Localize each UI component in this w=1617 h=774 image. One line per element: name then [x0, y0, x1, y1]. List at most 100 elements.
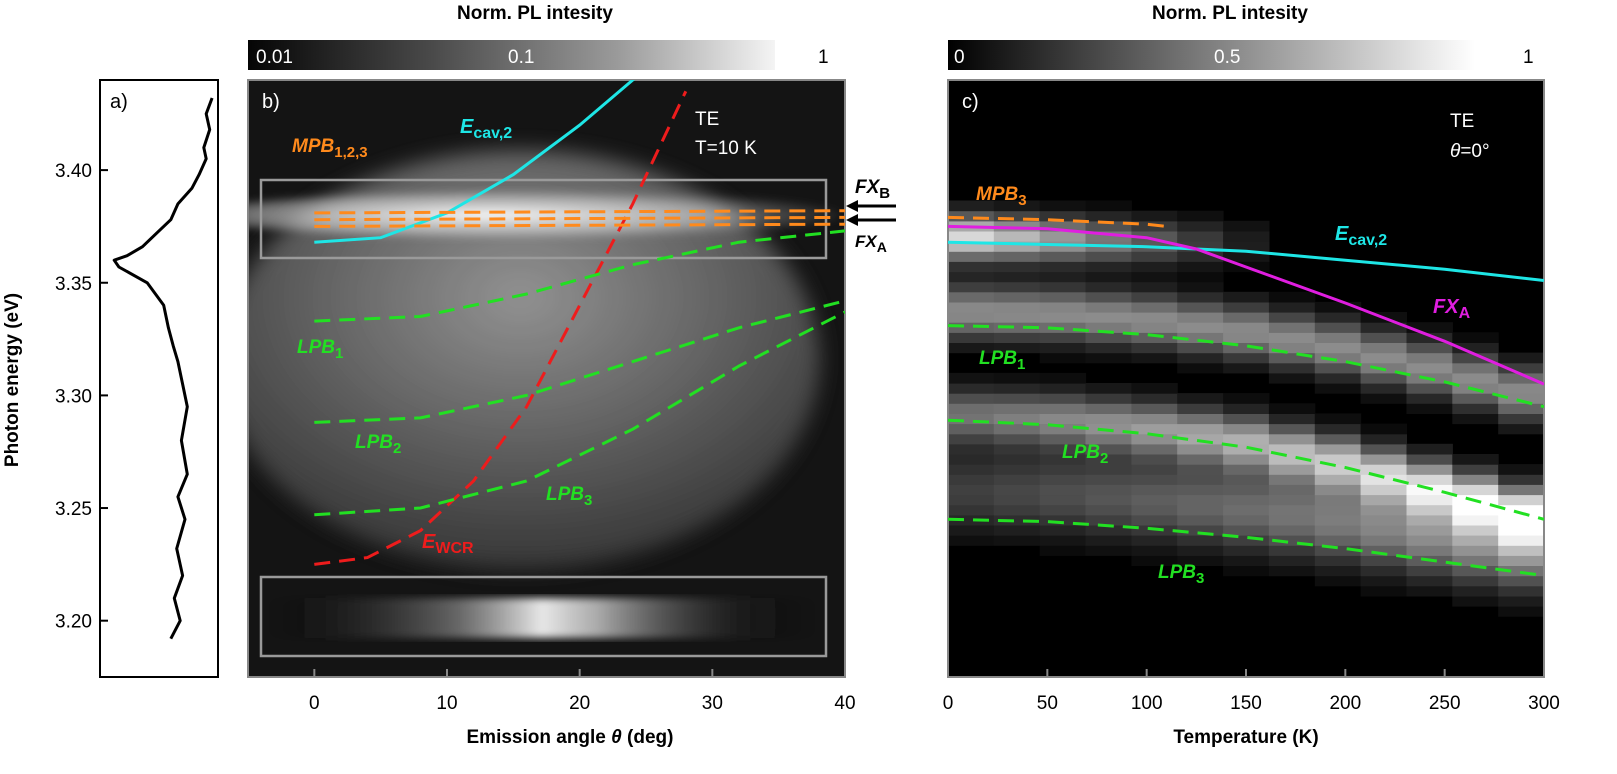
- panel-c-heatmap-cell: [1131, 403, 1178, 414]
- panel-a-y-ticks: 3.20 3.25 3.30 3.35 3.40: [55, 161, 108, 633]
- panel-c-heatmap-cell: [993, 504, 1041, 516]
- panel-c-heatmap-cell: [1314, 312, 1362, 323]
- panel-c-heatmap-cell: [1268, 312, 1316, 323]
- panel-c-heatmap-cell: [993, 332, 1041, 343]
- panel-c-heatmap-cell: [1131, 383, 1178, 394]
- panel-c-heatmap-cell: [1360, 322, 1407, 333]
- panel-c-colorbar-tick-max: 1: [1523, 47, 1534, 68]
- panel-c-heatmap-cell: [1085, 352, 1132, 364]
- panel-c-heatmap-cell: [1039, 413, 1087, 425]
- panel-c-heatmap-cell: [993, 261, 1041, 273]
- panel-c-x-tick-label: 100: [1131, 693, 1163, 714]
- panel-c-heatmap-cell: [1177, 535, 1224, 546]
- panel-c-heatmap-cell: [1314, 474, 1362, 485]
- panel-b-curve-ewcr: [314, 90, 688, 566]
- panel-c-heatmap-cell: [1131, 322, 1178, 333]
- panel-c-heatmap-cell: [1314, 524, 1362, 536]
- panel-c-heatmap-cell: [948, 504, 995, 516]
- panel-c-heatmap-cell: [1314, 545, 1362, 556]
- panel-b-arrow-fxa: [846, 214, 896, 226]
- panel-c-heatmap-cell: [1039, 200, 1087, 212]
- panel-a-y-tick-label: 3.40: [55, 161, 92, 182]
- panel-c-heatmap-cell: [1223, 545, 1270, 556]
- panel-c-heatmap-cell: [1039, 251, 1087, 262]
- panel-c-heatmap-cell: [1452, 524, 1499, 536]
- panel-c-heatmap-cell: [1314, 383, 1362, 394]
- panel-c-label: c): [962, 91, 979, 113]
- panel-c-heatmap-cell: [1131, 423, 1178, 435]
- panel-c-heatmap-cell: [1452, 575, 1499, 587]
- panel-c-heatmap-cell: [948, 332, 995, 343]
- panel-c-x-axis-label: Temperature (K): [1173, 727, 1318, 748]
- panel-a-frame: [99, 79, 219, 678]
- panel-c-heatmap-cell: [1085, 454, 1132, 465]
- panel-c-heatmap-cell: [1360, 332, 1407, 343]
- panel-c-curve-ecav2: [948, 240, 1544, 282]
- panel-c-heatmap-cell: [1039, 545, 1087, 556]
- panel-c-heatmap-cell: [1314, 555, 1362, 566]
- panel-b-curve-lpb3: [314, 310, 845, 517]
- panel-a-y-tick-label: 3.35: [55, 274, 92, 295]
- panel-c-heatmap-cell: [1177, 261, 1224, 273]
- panel-c-heatmap-cell: [1177, 464, 1224, 475]
- panel-c-curve-mpb3: [948, 215, 1167, 228]
- panel-c-heatmap-cell: [1177, 251, 1224, 262]
- panel-c-heatmap-cell: [1223, 423, 1270, 435]
- panel-c-heatmap-cell: [1452, 342, 1499, 354]
- panel-c-heatmap-cell: [948, 322, 995, 333]
- panel-c-heatmap-cell: [1085, 251, 1132, 262]
- panel-c-heatmap-cell: [1131, 251, 1178, 262]
- panel-c-heatmap-cell: [1177, 443, 1224, 455]
- panel-c-heatmap-cell: [1177, 342, 1224, 354]
- panel-c-temperature-pl: Norm. PL intesity 0 0.5 1 0 50 100 150 200 25…: [943, 3, 1560, 748]
- panel-c-heatmap-cell: [1039, 383, 1087, 394]
- panel-b-x-tick-label: 10: [436, 693, 457, 714]
- panel-c-heatmap-cell: [1360, 423, 1407, 435]
- panel-c-heatmap-cell: [1085, 261, 1132, 273]
- panel-c-heatmap-cell: [1085, 494, 1132, 506]
- panel-c-heatmap-cell: [1406, 514, 1453, 526]
- panel-c-heatmap-cell: [1452, 362, 1499, 374]
- panel-c-heatmap-cell: [1039, 312, 1087, 323]
- panel-a-y-tick-label: 3.30: [55, 386, 92, 407]
- panel-c-heatmap-cell: [1360, 352, 1407, 364]
- panel-c-heatmap-cell: [1452, 484, 1499, 496]
- panel-c-heatmap-cell: [1498, 393, 1544, 404]
- panel-c-heatmap-cell: [1406, 464, 1453, 475]
- panel-c-heatmap-cell: [1360, 393, 1407, 404]
- panel-c-heatmap-cell: [1314, 443, 1362, 455]
- panel-c-heatmap-cell: [1085, 524, 1132, 536]
- panel-c-heatmap-cell: [1314, 535, 1362, 546]
- panel-c-heatmap-cell: [1452, 565, 1499, 577]
- panel-c-heatmap-cell: [1268, 494, 1316, 506]
- panel-c-heatmap-cell: [993, 291, 1041, 303]
- panel-c-heatmap-cell: [1223, 433, 1270, 445]
- panel-a-label: a): [110, 91, 128, 113]
- panel-c-heatmap-cell: [1498, 606, 1544, 617]
- panel-c-heatmap-cell: [1498, 372, 1544, 384]
- panel-c-heatmap-cell: [1498, 362, 1544, 374]
- panel-c-heatmap-cell: [1406, 585, 1453, 597]
- panel-c-heatmap-cell: [993, 322, 1041, 333]
- panel-c-heatmap-cell: [1452, 372, 1499, 384]
- panel-c-heatmap-cell: [1452, 393, 1499, 404]
- panel-c-heatmap-cell: [1268, 474, 1316, 485]
- panel-c-heatmap-cell: [1452, 403, 1499, 414]
- panel-c-heatmap-cell: [1498, 403, 1544, 414]
- panel-c-heatmap-cell: [1131, 342, 1178, 354]
- panel-b-highlight-box-upper: [259, 178, 828, 260]
- panel-b-colorbar-tick-max: 1: [818, 47, 829, 68]
- panel-c-heatmap-cell: [1360, 443, 1407, 455]
- panel-c-colorbar-title: Norm. PL intesity: [1152, 3, 1308, 24]
- panel-c-heatmap-cell: [993, 383, 1041, 394]
- panel-c-heatmap-cell: [1085, 464, 1132, 475]
- panel-c-curve-lpb1: [948, 324, 1544, 409]
- panel-c-heatmap-cell: [1314, 413, 1362, 425]
- panel-c-heatmap-cell: [1223, 504, 1270, 516]
- panel-c-heatmap-cell: [948, 281, 995, 293]
- panel-c-heatmap-cell: [993, 251, 1041, 262]
- panel-c-heatmap-cell: [993, 484, 1041, 496]
- panel-c-heatmap-cell: [1360, 464, 1407, 475]
- panel-c-heatmap-cell: [1360, 454, 1407, 465]
